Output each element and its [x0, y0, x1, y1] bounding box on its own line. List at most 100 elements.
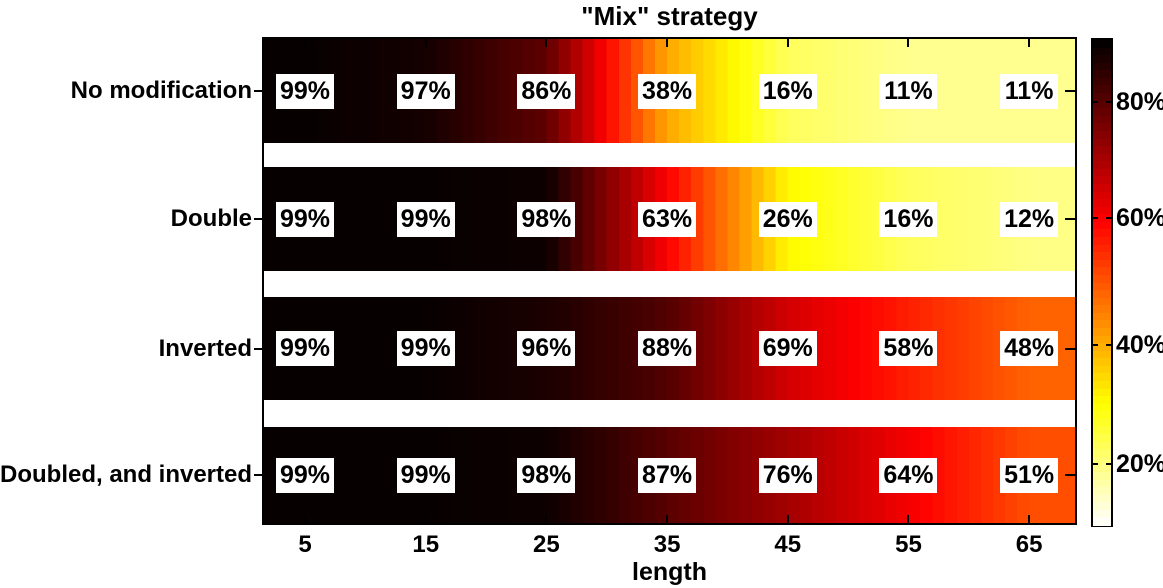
row-label: Doubled, and inverted	[0, 461, 253, 488]
cell-value-label: 26%	[758, 201, 817, 237]
colorbar-band	[1093, 494, 1111, 503]
cell-value-label: 76%	[758, 457, 817, 493]
plot-area: 99% 97% 86% 38% 16% 11% 11% 99% 99% 98% 63% 26% 16% 1…	[262, 37, 1077, 525]
colorbar-band	[1093, 168, 1111, 177]
colorbar-band	[1093, 244, 1111, 253]
colorbar-band	[1093, 221, 1111, 230]
colorbar-band	[1093, 237, 1111, 246]
colorbar-band	[1093, 487, 1111, 496]
colorbar-band	[1093, 396, 1111, 405]
x-tick-mark	[304, 39, 307, 47]
row-label: No modification	[70, 77, 252, 104]
cell-value-label: 48%	[1000, 331, 1059, 366]
colorbar-band	[1093, 365, 1111, 374]
colorbar-band	[1093, 426, 1111, 435]
y-tick-mark	[1065, 218, 1075, 220]
cell-value-label: 87%	[638, 457, 697, 493]
colorbar-band	[1093, 252, 1111, 261]
row-label: Inverted	[158, 334, 252, 362]
x-tick-label: 35	[653, 531, 681, 558]
cell-value-label: 16%	[758, 73, 817, 109]
cell-value-label: 58%	[879, 331, 938, 366]
x-tick-mark	[545, 39, 548, 47]
colorbar-band	[1093, 85, 1111, 94]
colorbar-band	[1093, 305, 1111, 314]
colorbar-band	[1093, 115, 1111, 124]
colorbar-band	[1093, 77, 1111, 86]
colorbar-band	[1093, 373, 1111, 382]
x-tick-mark	[1028, 39, 1031, 47]
x-tick-label: 45	[774, 531, 802, 558]
colorbar-band	[1093, 274, 1111, 283]
y-tick-mark	[1065, 474, 1075, 476]
cell-value-label: 12%	[1000, 201, 1059, 237]
colorbar-band	[1093, 381, 1111, 390]
colorbar-band	[1093, 441, 1111, 450]
colorbar-band	[1093, 47, 1111, 56]
colorbar-band	[1093, 464, 1111, 473]
cell-value-label: 16%	[879, 201, 938, 237]
colorbar-band	[1093, 176, 1111, 185]
colorbar-tick-mark	[1106, 100, 1111, 103]
colorbar-tick-mark	[1093, 217, 1098, 220]
colorbar-band	[1093, 282, 1111, 291]
colorbar-tick-mark	[1093, 463, 1098, 466]
colorbar-band	[1093, 70, 1111, 79]
colorbar-tick-label: 60%	[1116, 204, 1163, 233]
y-tick-mark	[1065, 347, 1075, 350]
y-tick-mark	[254, 474, 262, 476]
colorbar-band	[1093, 343, 1111, 352]
cell-value-label: 51%	[1000, 457, 1059, 493]
colorbar-band	[1093, 191, 1111, 200]
cell-value-label: 88%	[638, 331, 697, 366]
cell-value-label: 64%	[879, 457, 938, 493]
x-tick-label: 25	[533, 531, 560, 558]
chart-title: "Mix" strategy	[581, 1, 758, 31]
cell-value-label: 99%	[276, 457, 335, 493]
x-tick-mark	[786, 39, 789, 47]
colorbar-band	[1093, 335, 1111, 344]
colorbar-band	[1093, 509, 1111, 518]
y-tick-mark	[1065, 90, 1075, 92]
x-tick-mark	[786, 515, 789, 523]
colorbar-band	[1093, 153, 1111, 162]
colorbar-tick-mark	[1106, 344, 1111, 347]
x-tick-mark	[907, 515, 910, 523]
x-tick-label: 5	[298, 531, 312, 558]
y-tick-mark	[254, 90, 262, 92]
colorbar-band	[1093, 161, 1111, 170]
colorbar-band	[1093, 100, 1111, 109]
colorbar-band	[1093, 517, 1111, 526]
colorbar-band	[1093, 130, 1111, 140]
x-tick-mark	[666, 515, 669, 523]
colorbar-band	[1093, 108, 1111, 117]
cell-value-label: 63%	[638, 201, 697, 237]
x-tick-label: 15	[412, 531, 440, 558]
colorbar-band	[1093, 62, 1111, 71]
colorbar-band	[1093, 138, 1111, 147]
cell-value-label: 97%	[396, 73, 455, 109]
colorbar-band	[1093, 403, 1111, 412]
cell-value-label: 99%	[276, 73, 335, 109]
colorbar-band	[1093, 479, 1111, 488]
colorbar-band	[1093, 388, 1111, 397]
x-tick-mark	[545, 515, 548, 523]
cell-value-label: 69%	[758, 331, 817, 366]
x-tick-label: 55	[895, 531, 922, 558]
cell-value-label: 98%	[517, 201, 576, 237]
colorbar-band	[1093, 471, 1111, 481]
colorbar-band	[1093, 502, 1111, 511]
colorbar-band	[1093, 297, 1111, 306]
y-tick-mark	[254, 347, 262, 350]
x-tick-mark	[666, 39, 669, 47]
colorbar-tick-label: 20%	[1116, 450, 1163, 479]
colorbar-band	[1093, 267, 1111, 276]
colorbar-band	[1093, 434, 1111, 443]
cell-value-label: 86%	[517, 73, 576, 109]
x-tick-mark	[1028, 515, 1031, 523]
colorbar-tick-mark	[1093, 100, 1098, 103]
colorbar-tick-mark	[1106, 463, 1111, 466]
colorbar-band	[1093, 411, 1111, 420]
colorbar-band	[1093, 456, 1111, 465]
